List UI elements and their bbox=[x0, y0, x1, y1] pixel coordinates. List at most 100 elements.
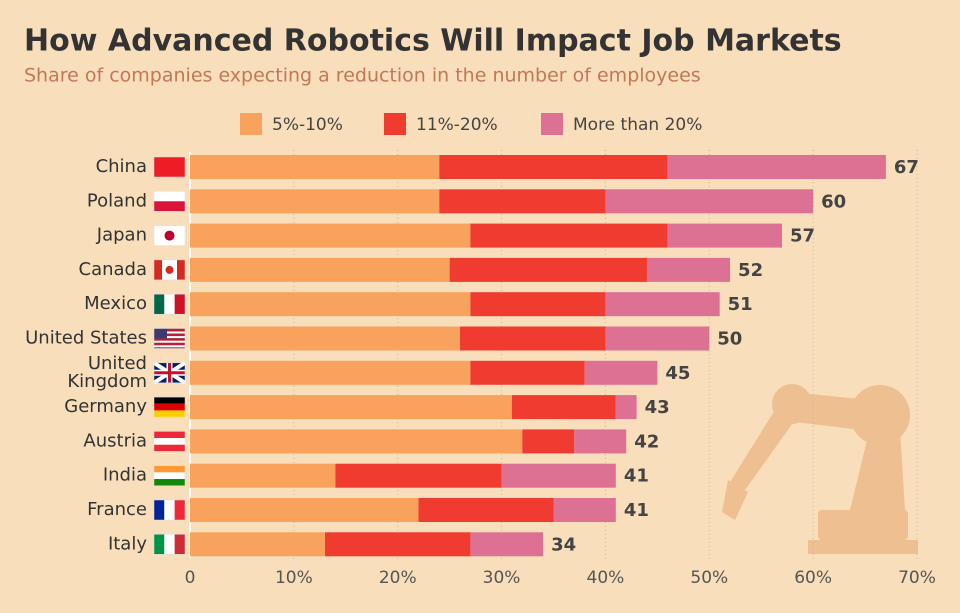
chart-subtitle: Share of companies expecting a reduction… bbox=[24, 65, 701, 87]
flag bbox=[154, 403, 185, 411]
flag bbox=[154, 328, 167, 339]
legend-label: 5%-10% bbox=[272, 115, 343, 135]
total-label: 67 bbox=[894, 157, 919, 178]
bar-segment bbox=[470, 292, 606, 317]
total-label: 60 bbox=[821, 191, 846, 212]
y-tick-label: France bbox=[87, 499, 147, 520]
robot-arm-decoration bbox=[722, 384, 918, 554]
bar-segment bbox=[190, 292, 471, 317]
y-tick-label: Mexico bbox=[84, 293, 147, 314]
total-label: 57 bbox=[790, 226, 815, 247]
bar-segment bbox=[615, 395, 637, 420]
bar-segment bbox=[605, 326, 710, 351]
y-tick-label: China bbox=[96, 156, 147, 177]
bar-segment bbox=[470, 223, 668, 248]
flag-border bbox=[153, 259, 186, 281]
x-tick-label: 70% bbox=[898, 568, 936, 588]
x-tick-label: 40% bbox=[587, 568, 625, 588]
flag bbox=[154, 444, 185, 452]
bar-segment bbox=[190, 463, 336, 488]
bar-segment bbox=[190, 498, 419, 522]
bar-segment bbox=[190, 155, 440, 179]
legend-swatch bbox=[384, 113, 406, 135]
y-tick-label: Italy bbox=[108, 533, 147, 554]
bar-segment bbox=[574, 429, 627, 454]
flag bbox=[154, 472, 185, 480]
bar-segment bbox=[501, 463, 616, 488]
total-label: 52 bbox=[738, 260, 763, 281]
bar-segment bbox=[190, 429, 523, 454]
flag bbox=[154, 479, 185, 486]
bar-segment bbox=[190, 189, 440, 214]
bar-segment bbox=[470, 360, 585, 385]
flag bbox=[174, 294, 185, 315]
legend-label: 11%-20% bbox=[416, 115, 498, 135]
bar-segment bbox=[439, 155, 668, 179]
bar-segment bbox=[553, 498, 616, 522]
y-tick-label: Japan bbox=[96, 225, 147, 246]
y-tick-label: Austria bbox=[83, 430, 147, 451]
x-tick-label: 50% bbox=[690, 568, 728, 588]
flag bbox=[154, 362, 185, 383]
bar-segment bbox=[584, 360, 658, 385]
total-label: 42 bbox=[634, 431, 659, 452]
flag bbox=[164, 230, 175, 241]
bar-segment bbox=[325, 532, 471, 557]
bar-segment bbox=[190, 395, 512, 420]
flag bbox=[154, 191, 185, 202]
flag bbox=[174, 534, 185, 555]
flag bbox=[164, 534, 175, 555]
bar-segment bbox=[418, 498, 554, 522]
flag bbox=[177, 259, 185, 280]
flag-border bbox=[153, 328, 186, 349]
total-label: 41 bbox=[624, 500, 649, 521]
flag bbox=[154, 345, 185, 348]
y-tick-label: India bbox=[103, 465, 147, 486]
flag bbox=[154, 259, 162, 280]
x-tick-label: 10% bbox=[275, 568, 313, 588]
legend-swatch bbox=[541, 113, 563, 135]
bar-segment bbox=[605, 189, 814, 214]
bar-segment bbox=[190, 257, 450, 282]
total-label: 43 bbox=[645, 397, 670, 418]
bar-segment bbox=[646, 257, 731, 282]
total-label: 45 bbox=[665, 363, 690, 384]
flag-border bbox=[153, 293, 186, 315]
flag bbox=[154, 500, 165, 520]
bar-segment bbox=[439, 189, 606, 214]
flag bbox=[154, 201, 185, 212]
flag-border bbox=[153, 431, 186, 452]
y-tick-label: Poland bbox=[87, 190, 147, 211]
bar-segment bbox=[470, 532, 544, 557]
x-tick-label: 60% bbox=[794, 568, 832, 588]
legend-swatch bbox=[240, 113, 262, 135]
flag bbox=[154, 438, 185, 445]
y-tick-label: United Kingdom bbox=[67, 353, 147, 392]
bar-segment bbox=[449, 257, 647, 282]
flag-border bbox=[153, 191, 186, 212]
flag bbox=[165, 265, 174, 274]
chart-title: How Advanced Robotics Will Impact Job Ma… bbox=[24, 24, 842, 59]
total-label: 41 bbox=[624, 466, 649, 487]
flag bbox=[164, 294, 175, 315]
flag-border bbox=[153, 156, 186, 178]
bar-segment bbox=[335, 463, 502, 488]
bar-segment bbox=[667, 155, 886, 179]
bar-segment bbox=[605, 292, 720, 317]
flag bbox=[164, 500, 175, 520]
flag bbox=[154, 294, 165, 315]
x-tick-label: 30% bbox=[483, 568, 521, 588]
flag-border bbox=[153, 465, 186, 486]
flag bbox=[154, 336, 185, 339]
bar-segment bbox=[190, 360, 471, 385]
flag bbox=[154, 465, 185, 473]
y-tick-label: United States bbox=[25, 328, 147, 349]
bar-segment bbox=[190, 326, 461, 351]
flag bbox=[154, 410, 185, 418]
flag-border bbox=[153, 362, 186, 384]
total-label: 51 bbox=[728, 294, 753, 315]
flag-border bbox=[153, 499, 186, 521]
legend-label: More than 20% bbox=[573, 115, 702, 135]
bar-segment bbox=[190, 532, 326, 557]
